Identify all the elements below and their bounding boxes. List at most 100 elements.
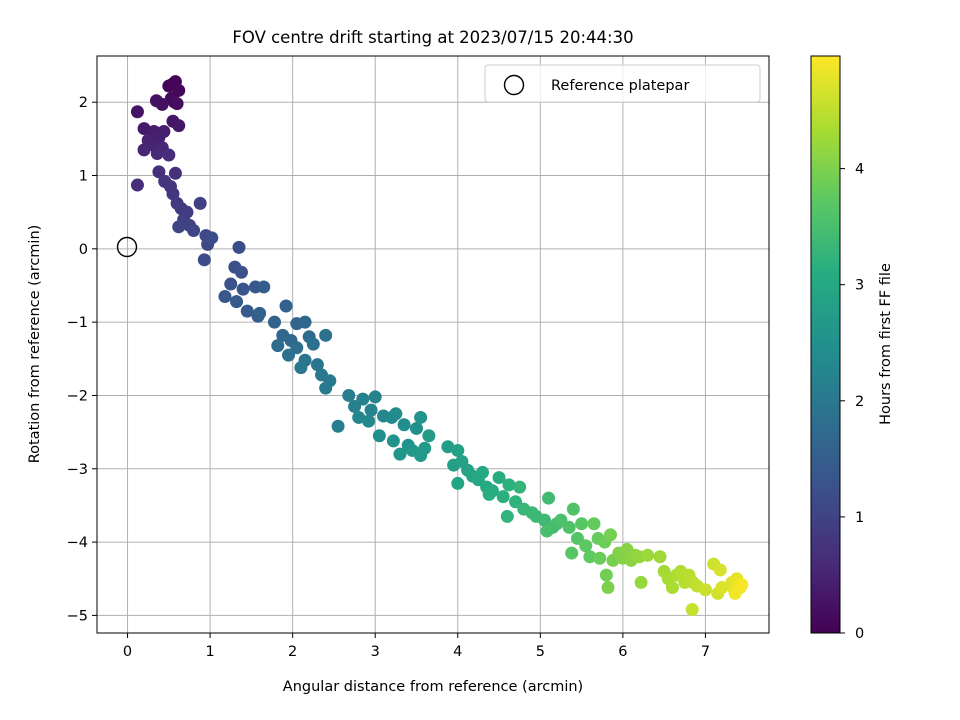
x-tick-label: 4 xyxy=(453,644,462,660)
scatter-point xyxy=(150,147,164,161)
scatter-point xyxy=(393,447,407,461)
scatter-point xyxy=(162,79,176,93)
scatter-point xyxy=(587,517,601,531)
scatter-point xyxy=(665,581,679,595)
colorbar-label: Hours from first FF file xyxy=(878,263,894,425)
scatter-point xyxy=(282,348,296,362)
y-tick-label: 2 xyxy=(79,95,88,111)
y-tick-label: −3 xyxy=(67,462,88,478)
scatter-point xyxy=(735,578,749,592)
scatter-point xyxy=(319,328,333,342)
scatter-point xyxy=(294,361,308,375)
scatter-point xyxy=(482,487,496,501)
colorbar-tick-label: 1 xyxy=(855,510,864,526)
y-tick-label: 0 xyxy=(79,242,88,258)
legend: Reference platepar xyxy=(484,64,761,103)
scatter-point xyxy=(137,122,151,136)
chart-title: FOV centre drift starting at 2023/07/15 … xyxy=(232,28,633,47)
scatter-point xyxy=(271,339,285,353)
scatter-point xyxy=(362,414,376,428)
x-axis-label: Angular distance from reference (arcmin) xyxy=(283,679,583,695)
scatter-point xyxy=(298,315,312,329)
scatter-point xyxy=(500,509,514,523)
scatter-point xyxy=(583,550,597,564)
scatter-point xyxy=(279,299,293,313)
scatter-point xyxy=(234,265,248,279)
scatter-point xyxy=(641,548,655,562)
x-tick-label: 3 xyxy=(371,644,380,660)
scatter-point xyxy=(409,421,423,435)
scatter-point xyxy=(232,240,246,254)
scatter-point xyxy=(540,524,554,538)
x-tick-label: 7 xyxy=(701,644,710,660)
y-tick-label: 1 xyxy=(79,169,88,185)
scatter-point xyxy=(193,196,207,210)
scatter-point xyxy=(331,419,345,433)
scatter-point xyxy=(653,550,667,564)
scatter-point xyxy=(713,563,727,577)
plot-frame xyxy=(96,55,770,634)
grid-lines xyxy=(97,56,769,633)
y-tick-label: −2 xyxy=(67,388,88,404)
legend-label-reference-platepar: Reference platepar xyxy=(551,78,689,94)
scatter-point xyxy=(310,358,324,372)
x-axis-ticks: 0 1 2 3 4 5 6 7 xyxy=(123,633,710,660)
scatter-point xyxy=(368,390,382,404)
scatter-point xyxy=(257,280,271,294)
scatter-point xyxy=(565,546,579,560)
scatter-point xyxy=(170,97,184,111)
colorbar: 0 1 2 3 4 Hours from first FF file xyxy=(810,55,894,642)
scatter-point xyxy=(513,480,527,494)
scatter-point xyxy=(451,476,465,490)
scatter-point xyxy=(364,403,378,417)
scatter-point xyxy=(414,410,428,424)
legend-open-circle-icon xyxy=(503,74,525,96)
scatter-point xyxy=(603,528,617,542)
scatter-point xyxy=(562,520,576,534)
scatter-point xyxy=(418,441,432,455)
scatter-point xyxy=(205,231,219,245)
scatter-point xyxy=(130,105,144,119)
scatter-point xyxy=(575,517,589,531)
colorbar-tick-label: 2 xyxy=(855,394,864,410)
colorbar-gradient xyxy=(810,55,841,634)
scatter-point xyxy=(593,551,607,565)
scatter-point xyxy=(197,253,211,267)
scatter-point xyxy=(149,94,163,108)
colorbar-tick-label: 0 xyxy=(855,626,864,642)
scatter-point xyxy=(236,282,250,296)
scatter-point xyxy=(492,471,506,485)
scatter-point xyxy=(152,165,166,179)
scatter-point xyxy=(230,295,244,309)
y-tick-label: −4 xyxy=(67,535,88,551)
scatter-point xyxy=(352,410,366,424)
scatter-point xyxy=(601,581,615,595)
scatter-point xyxy=(162,148,176,162)
scatter-point xyxy=(397,418,411,432)
scatter-point xyxy=(422,429,436,443)
scatter-point xyxy=(496,490,510,504)
x-tick-label: 6 xyxy=(618,644,627,660)
scatter-points xyxy=(130,75,749,617)
x-tick-label: 1 xyxy=(205,644,214,660)
colorbar-tick-label: 3 xyxy=(855,278,864,294)
y-axis-ticks: −5 −4 −3 −2 −1 0 1 2 xyxy=(67,95,97,624)
scatter-point xyxy=(389,407,403,421)
scatter-point xyxy=(267,315,281,329)
scatter-point xyxy=(386,434,400,448)
scatter-point xyxy=(130,178,144,192)
scatter-point xyxy=(451,443,465,457)
scatter-point xyxy=(685,603,699,617)
scatter-point xyxy=(137,143,151,157)
scatter-point xyxy=(441,440,455,454)
scatter-point xyxy=(634,575,648,589)
scatter-point xyxy=(372,429,386,443)
scatter-point xyxy=(306,337,320,351)
scatter-point xyxy=(356,392,370,406)
scatter-point xyxy=(579,539,593,553)
scatter-point xyxy=(319,381,333,395)
scatter-point xyxy=(476,465,490,479)
scatter-point xyxy=(218,289,232,303)
